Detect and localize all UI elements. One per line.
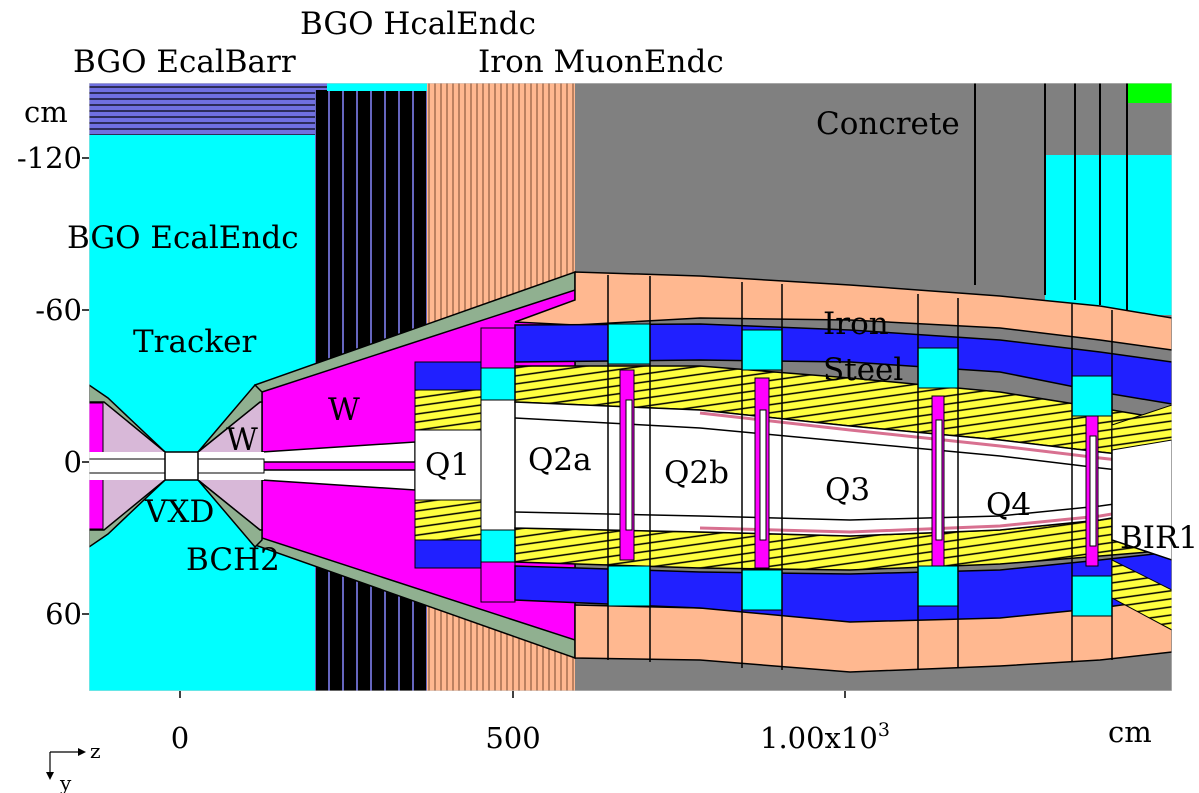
- bir1-coil-bottom: [1111, 559, 1172, 631]
- gap-cyan-4-top: [1071, 375, 1113, 417]
- x-tick-label-0: 0: [171, 721, 189, 755]
- vxd-right-sage-bottom: [197, 479, 263, 549]
- q2a-magenta-top: [480, 327, 516, 369]
- green-block-top-right: [1127, 83, 1172, 103]
- q1-coil-bottom: [414, 499, 482, 541]
- cyan-block-top-right: [1045, 155, 1172, 315]
- label-iron-muonendc: Iron MuonEndc: [478, 44, 724, 80]
- gap-cyan-1-bottom: [607, 565, 651, 607]
- x-tick-1000-base: 1.00x10: [760, 721, 878, 755]
- y-tick-label-60: 60: [45, 597, 82, 631]
- label-q4: Q4: [986, 487, 1031, 523]
- hcal-top-cyan-strip: [327, 83, 427, 91]
- y-unit-label: cm: [24, 95, 68, 129]
- label-bgo-hcalendc: BGO HcalEndc: [300, 6, 536, 42]
- corner-axes-icon: z y: [46, 739, 101, 793]
- ecal-barrel-region: [89, 83, 327, 135]
- steel-band-top: [514, 323, 1172, 405]
- label-w-small: W: [226, 422, 258, 458]
- x-axis: [179, 691, 846, 698]
- x-tick-1000-sup: 3: [878, 719, 890, 741]
- gap-cyan-2-bottom: [741, 569, 783, 611]
- x-tick-label-500: 500: [485, 721, 540, 755]
- q1-blue-top: [414, 361, 482, 391]
- y-tick-label-neg120: -120: [17, 141, 82, 175]
- label-w-cone: W: [328, 392, 360, 428]
- gap-cyan-3-bottom: [917, 565, 959, 607]
- label-vxd: VXD: [144, 494, 214, 530]
- label-bch2: BCH2: [186, 542, 280, 578]
- label-iron: Iron: [823, 306, 889, 342]
- plot-area: [89, 83, 1172, 691]
- gap-cyan-4-bottom: [1071, 575, 1113, 617]
- steel-band-bottom: [514, 551, 1172, 623]
- magnet-gaps: [607, 323, 1113, 617]
- q1-coil-top: [414, 389, 482, 431]
- label-bir1: BIR1: [1120, 520, 1198, 556]
- gap-white-1: [625, 399, 633, 531]
- gap-cyan-2-top: [741, 329, 783, 371]
- q2a-magenta-bottom: [480, 561, 516, 603]
- y-tick-label-neg60: -60: [35, 293, 82, 327]
- label-q2b: Q2b: [664, 455, 729, 491]
- x-tick-label-1000: 1.00x103: [760, 719, 890, 755]
- label-q2a: Q2a: [528, 442, 592, 478]
- label-bgo-ecalbarr: BGO EcalBarr: [73, 44, 296, 80]
- y-tick-label-0: 0: [64, 445, 82, 479]
- vxd-right-sage-top: [197, 383, 263, 453]
- iron-band-top: [514, 271, 1172, 351]
- gap-white-2: [759, 409, 767, 541]
- gap-white-4: [1089, 435, 1097, 547]
- q1-blue-bottom: [414, 539, 482, 569]
- gap-cyan-3-top: [917, 347, 959, 389]
- gap-white-3: [935, 419, 943, 541]
- bore-band: [514, 401, 1172, 537]
- q1-bore: [414, 429, 482, 501]
- q2a-bore: [480, 399, 516, 531]
- ip-block: [164, 451, 199, 481]
- q2a-cyan-bottom: [480, 529, 516, 563]
- y-axis: [82, 157, 89, 615]
- label-tracker: Tracker: [133, 324, 256, 360]
- label-steel: Steel: [823, 352, 903, 388]
- gap-cyan-1-top: [607, 323, 651, 365]
- q2a-cyan-top: [480, 367, 516, 401]
- corner-z-label: z: [90, 739, 101, 763]
- x-unit-label: cm: [1108, 715, 1152, 749]
- corner-y-label: y: [59, 771, 72, 793]
- label-concrete: Concrete: [816, 106, 960, 142]
- ecal-barrel-cyan-strip: [89, 135, 327, 143]
- label-bgo-ecalendc: BGO EcalEndc: [67, 220, 299, 256]
- label-q1: Q1: [425, 447, 470, 483]
- bir1-coil-top: [1111, 404, 1172, 451]
- label-q3: Q3: [825, 472, 870, 508]
